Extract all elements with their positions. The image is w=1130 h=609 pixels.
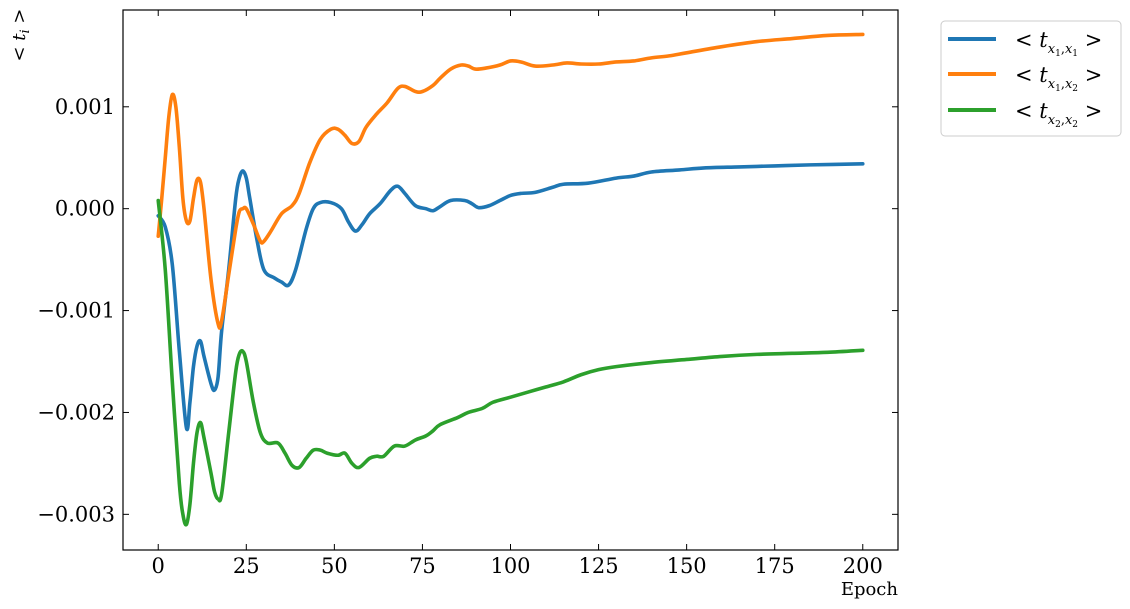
x-tick-label: 0 [152,554,165,578]
y-tick-label: −0.003 [37,502,115,526]
x-tick-label: 100 [490,554,530,578]
series-line-2 [156,32,865,330]
series-line-3 [156,198,865,527]
x-tick-label: 150 [667,554,707,578]
x-tick-label: 50 [321,554,348,578]
y-tick-label: 0.000 [55,197,115,221]
svg-text:< ti >: < ti > [9,8,33,61]
legend-box [940,20,1122,137]
legend: < tx1,x1 > < tx1,x2 > < tx2,x2 > [940,20,1122,137]
x-tick-label: 125 [579,554,619,578]
x-axis-label: Epoch [841,579,899,600]
x-tick-label: 200 [843,554,883,578]
x-tick-label: 75 [409,554,436,578]
x-tick-label: 175 [755,554,795,578]
y-tick-label: −0.001 [37,299,115,323]
series-line-1 [156,162,865,432]
plot-frame [122,9,899,551]
x-tick-label: 25 [233,554,260,578]
y-tick-label: −0.002 [37,400,115,424]
y-tick-label: 0.001 [55,95,115,119]
y-axis-label: < ti > [9,8,33,61]
